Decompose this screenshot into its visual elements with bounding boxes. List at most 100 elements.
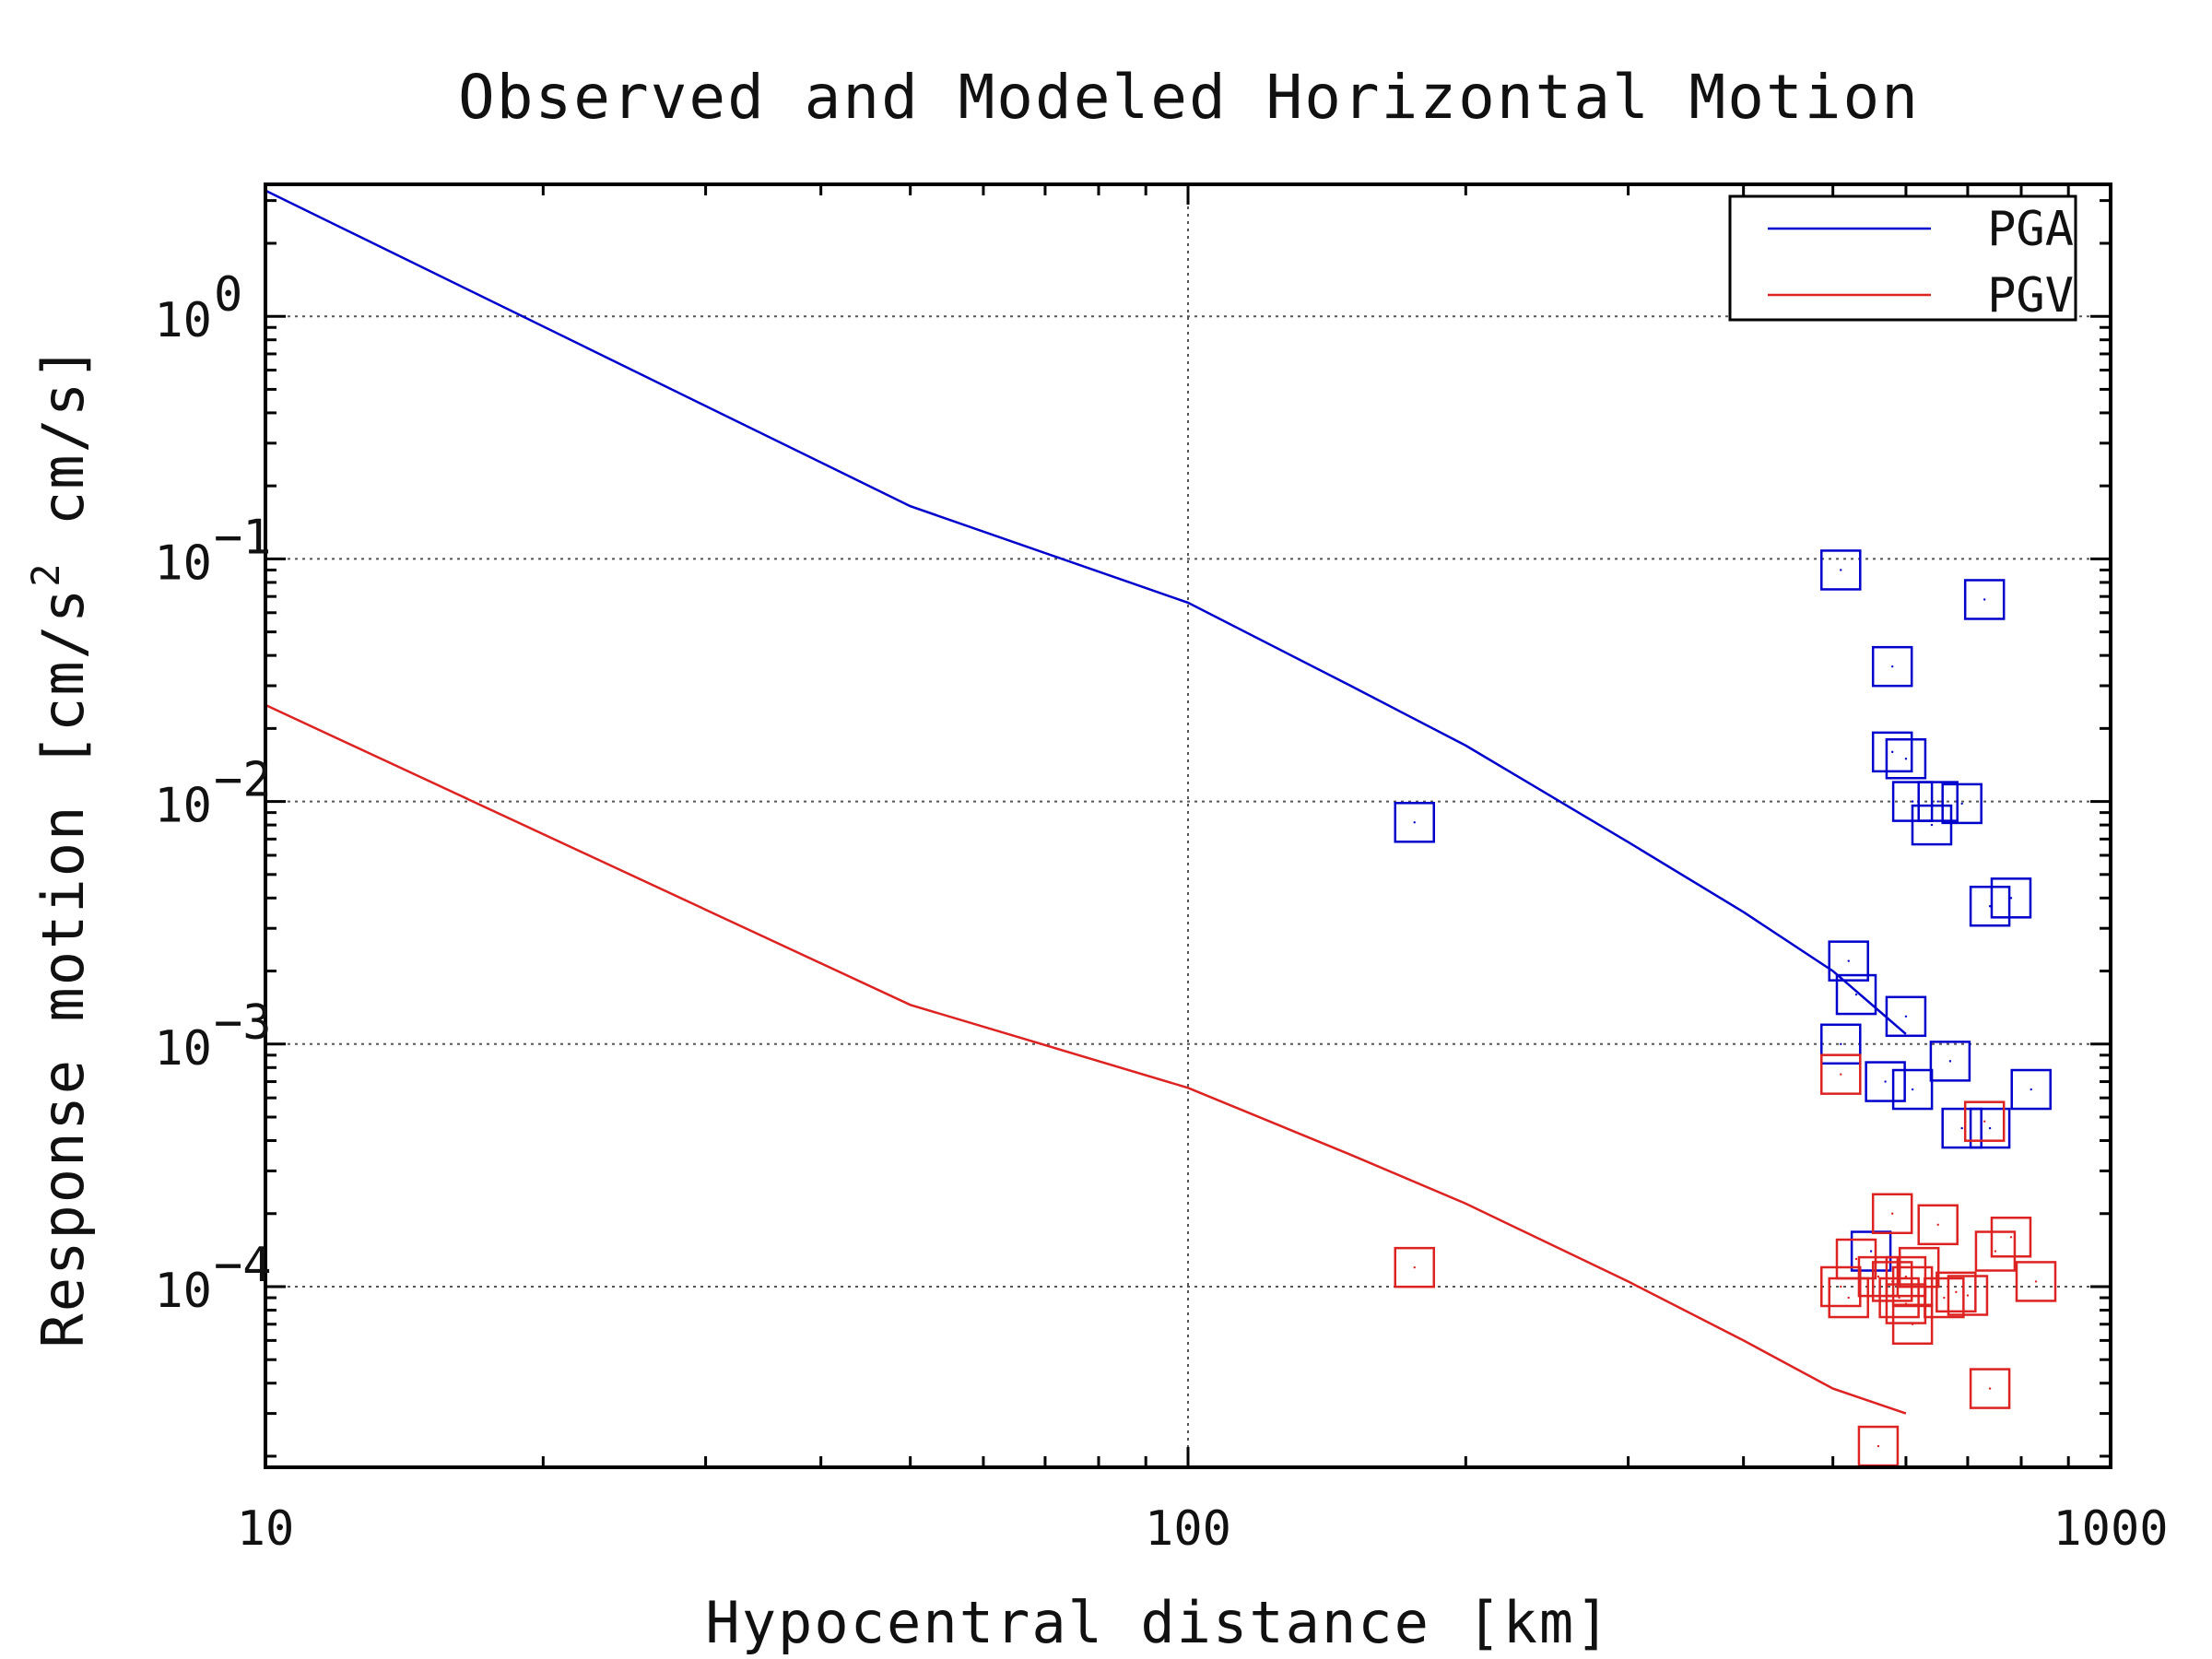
pga-observed-marker <box>1850 1230 1892 1272</box>
pgv-observed-dot <box>2009 1236 2013 1239</box>
pga-observed-dot <box>1847 959 1850 962</box>
pgv-observed-dot <box>1877 1444 1880 1448</box>
x-tick-label: 1000 <box>2053 1501 2168 1557</box>
pga-observed-marker <box>1917 781 1959 822</box>
pgv-observed-dot <box>1840 1073 1842 1076</box>
pga-observed-dot <box>2030 1088 2032 1091</box>
y-tick-label-base: 10 <box>154 1021 212 1077</box>
pga-observed-marker <box>1871 731 1913 773</box>
pga-observed-marker <box>1828 940 1869 982</box>
pgv-observed-dot <box>1840 1285 1842 1288</box>
pga-observed-dot <box>1988 905 1992 908</box>
pga-observed-marker <box>1835 973 1877 1016</box>
y-tick-label-base: 10 <box>154 293 212 348</box>
y-tick-label-exponent: −3 <box>214 995 272 1051</box>
pgv-observed-dot <box>2034 1280 2038 1283</box>
pga-observed-marker <box>1820 549 1862 591</box>
pgv-observed-marker <box>1990 1217 2032 1258</box>
pga-observed-dot <box>1904 1015 1908 1018</box>
pga-observed-dot <box>1840 1042 1842 1045</box>
pga-observed-marker <box>1969 885 2011 927</box>
pgv-observed-marker <box>1963 1100 2006 1142</box>
pga-observed-dot <box>1911 800 1914 803</box>
pgv-observed-dot <box>1994 1250 1997 1253</box>
pga-observed-marker <box>1885 737 1927 780</box>
y-tick-label-exponent: −2 <box>214 753 272 808</box>
pga-observed-dot <box>1890 665 1894 668</box>
pga-observed-marker <box>1963 579 2006 620</box>
pga-observed-dot <box>1911 1088 1914 1091</box>
y-tick-label-base: 10 <box>154 1264 212 1319</box>
pga-observed-dot <box>1840 569 1842 571</box>
pgv-observed-marker <box>1820 1265 1862 1308</box>
observed-markers <box>1394 549 2057 1467</box>
pgv-observed-marker <box>2015 1261 2057 1302</box>
pgv-observed-marker <box>1969 1368 2011 1409</box>
pgv-observed-marker <box>1871 1193 1913 1235</box>
pga-observed-dot <box>1948 1060 1952 1063</box>
pgv-observed-marker <box>1898 1246 1940 1288</box>
pga-observed-dot <box>1988 1126 1992 1130</box>
pga-observed-marker <box>1891 1068 1934 1111</box>
pgv-observed-marker <box>1885 1255 1927 1298</box>
legend-label-pga: PGA <box>1987 202 2074 257</box>
y-tick-label-base: 10 <box>154 535 212 591</box>
pga-observed-marker <box>2010 1068 2052 1111</box>
pga-observed-marker <box>1871 645 1913 688</box>
pgv-observed-dot <box>1413 1265 1416 1269</box>
pga-observed-marker <box>1885 995 1927 1038</box>
pgv-observed-marker <box>1917 1204 1959 1246</box>
pga-observed-dot <box>1960 802 1963 806</box>
pga-observed-dot <box>1884 1080 1887 1083</box>
pga-observed-marker <box>1969 1107 2011 1149</box>
pgv-observed-dot <box>1904 1275 1908 1278</box>
pgv-observed-marker <box>1820 1053 1862 1095</box>
pga-observed-dot <box>1869 1250 1873 1253</box>
pgv-model-line <box>265 703 1907 1415</box>
pga-observed-marker <box>1929 1041 1971 1082</box>
pgv-observed-dot <box>1955 1290 1958 1294</box>
pgv-observed-dot <box>1911 1323 1914 1325</box>
pga-observed-marker <box>1820 1023 1862 1065</box>
pga-observed-marker <box>1865 1061 1906 1102</box>
pgv-observed-dot <box>1936 1223 1939 1227</box>
pgv-observed-marker <box>1936 1271 1977 1313</box>
pga-observed-dot <box>1890 750 1894 754</box>
pga-observed-dot <box>1413 821 1416 824</box>
series-lines <box>265 189 1907 1415</box>
y-tick-label-exponent: −1 <box>214 510 272 565</box>
pgv-observed-marker <box>1857 1255 1900 1298</box>
pgv-observed-dot <box>1854 1257 1858 1261</box>
pga-observed-dot <box>1904 758 1908 760</box>
x-tick-labels: 10 100 1000 <box>237 1501 2169 1557</box>
pgv-observed-marker <box>1974 1230 2017 1272</box>
legend-box <box>1728 194 2077 322</box>
pga-observed-dot <box>2009 897 2013 900</box>
pga-observed-marker <box>1911 804 1953 846</box>
pga-observed-marker <box>1990 877 2032 919</box>
x-axis-label: Hypocentral distance [km] <box>705 1589 1611 1656</box>
pgv-observed-dot <box>1966 1294 1970 1297</box>
pga-observed-marker <box>1394 802 1436 843</box>
pga-observed-marker <box>1941 782 1983 825</box>
y-tick-label-exponent: 0 <box>214 267 242 323</box>
pgv-observed-dot <box>1898 1296 1900 1300</box>
pga-observed-dot <box>1960 1126 1963 1130</box>
legend-label-pgv: PGV <box>1987 268 2074 324</box>
pgv-observed-marker <box>1835 1238 1877 1280</box>
pga-observed-dot <box>1930 823 1934 827</box>
pgv-observed-marker <box>1891 1303 1934 1346</box>
y-tick-label-base: 10 <box>154 779 212 834</box>
pgv-observed-dot <box>1890 1212 1894 1215</box>
pga-observed-dot <box>1936 800 1939 803</box>
y-tick-label-exponent: −4 <box>214 1238 272 1293</box>
pgv-observed-marker <box>1924 1277 1965 1319</box>
grid-lines <box>265 184 2111 1467</box>
pgv-observed-dot <box>1847 1296 1850 1300</box>
y-axis-label: Response motion [cm/s2 cm/s] <box>23 344 97 1347</box>
legend: PGA PGV <box>1728 194 2077 324</box>
pgv-observed-marker <box>1394 1246 1436 1288</box>
pgv-observed-dot <box>1917 1265 1921 1269</box>
pga-observed-marker <box>1941 1107 1983 1149</box>
